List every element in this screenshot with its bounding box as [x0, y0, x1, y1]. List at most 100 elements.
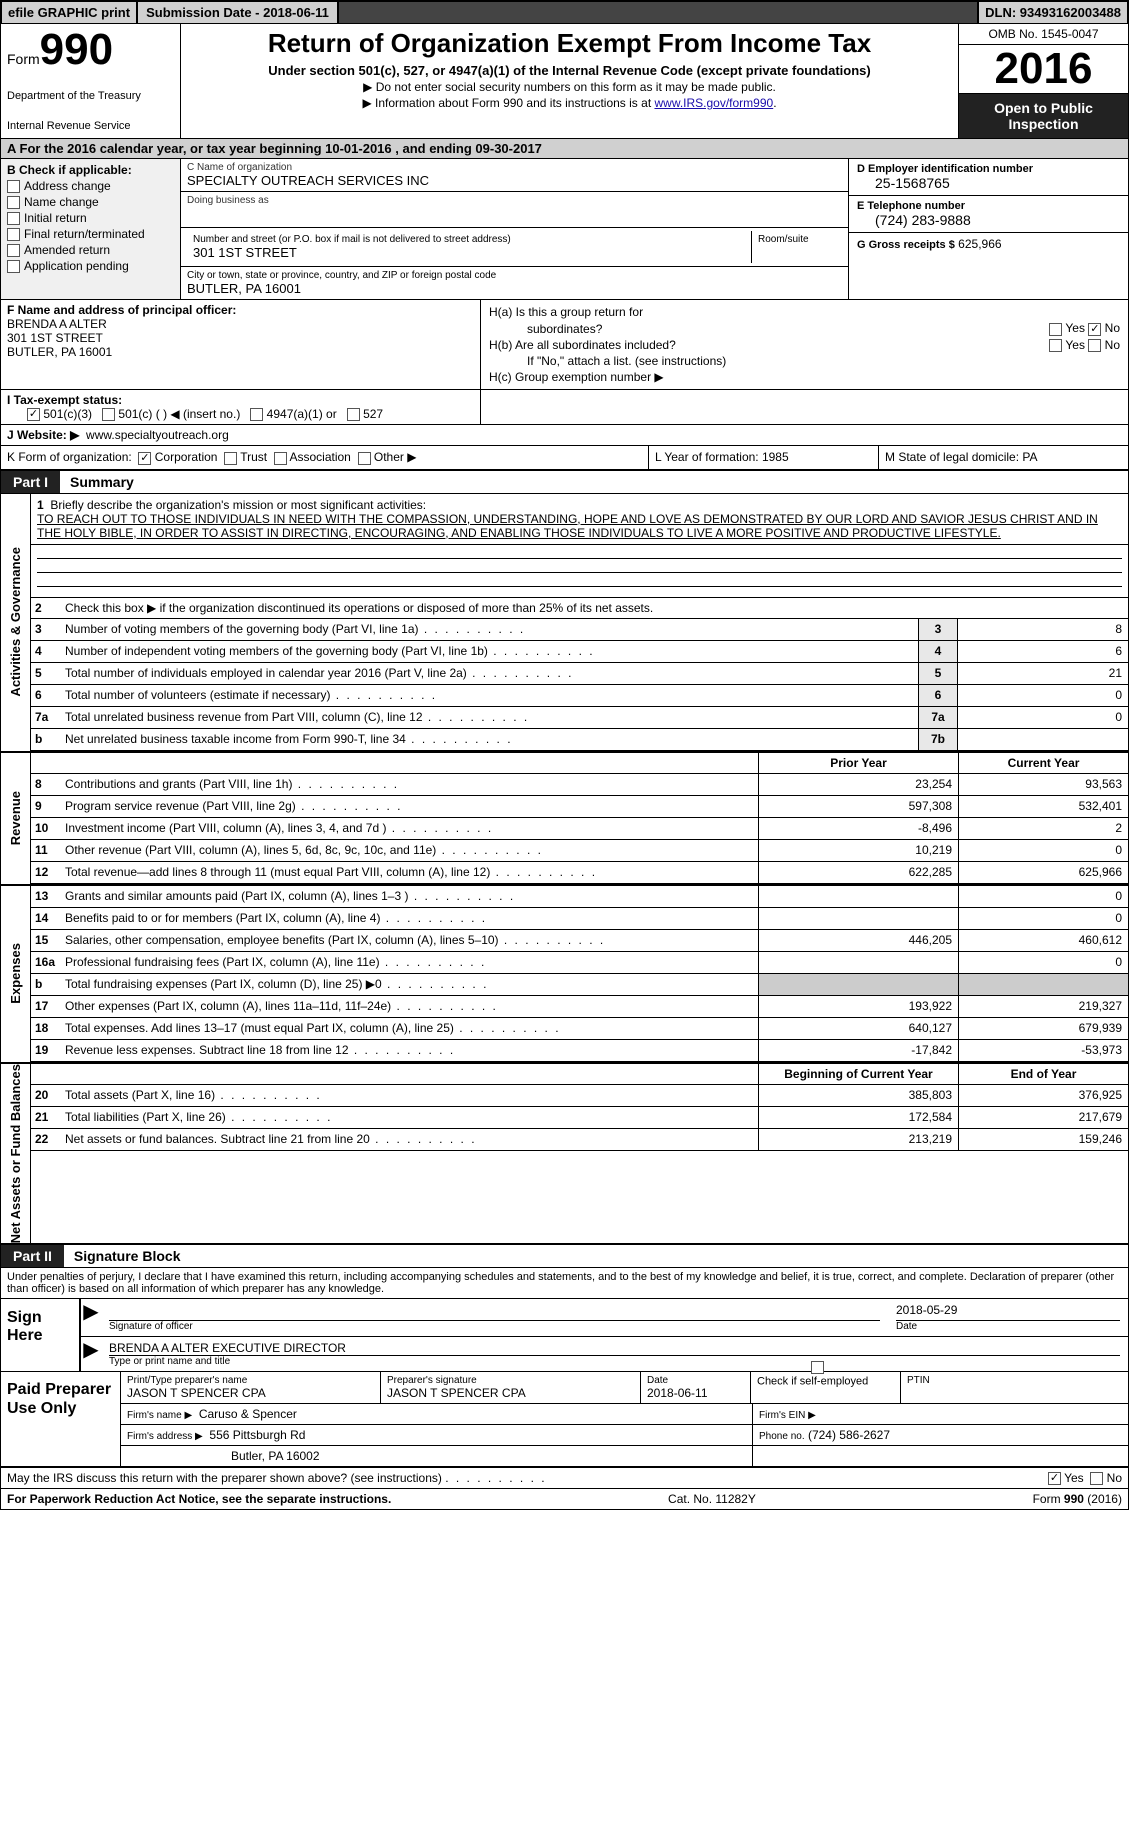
group-return: H(a) Is this a group return for subordin… — [481, 300, 1128, 389]
room-label: Room/suite — [758, 234, 836, 245]
discuss-row: May the IRS discuss this return with the… — [1, 1468, 1128, 1489]
data-row-16a: 16a Professional fundraising fees (Part … — [31, 952, 1128, 974]
org-name-label: C Name of organization — [187, 162, 842, 173]
ha-yes[interactable] — [1049, 323, 1062, 336]
check-pending[interactable] — [7, 260, 20, 273]
sign-here-block: Sign Here ▶ Signature of officer 2018-05… — [1, 1299, 1128, 1372]
paid-preparer-block: Paid Preparer Use Only Print/Type prepar… — [1, 1372, 1128, 1468]
mission-text: TO REACH OUT TO THOSE INDIVIDUALS IN NEE… — [37, 512, 1098, 540]
city-label: City or town, state or province, country… — [187, 270, 842, 281]
principal-officer: F Name and address of principal officer:… — [1, 300, 481, 389]
gov-row-4: 4 Number of independent voting members o… — [31, 641, 1128, 663]
hb-no[interactable] — [1088, 339, 1101, 352]
org-name: SPECIALTY OUTREACH SERVICES INC — [187, 173, 842, 188]
officer-name: BRENDA A ALTER — [7, 317, 474, 331]
tax-year: 2016 — [959, 45, 1128, 94]
gov-row-7a: 7a Total unrelated business revenue from… — [31, 707, 1128, 729]
ha-no[interactable] — [1088, 323, 1101, 336]
firm-name: Caruso & Spencer — [199, 1407, 297, 1421]
row-j: J Website: ▶ www.specialtyoutreach.org — [1, 425, 1128, 446]
gov-row-6: 6 Total number of volunteers (estimate i… — [31, 685, 1128, 707]
data-row-18: 18 Total expenses. Add lines 13–17 (must… — [31, 1018, 1128, 1040]
form-number-block: Form990 Department of the Treasury Inter… — [1, 24, 181, 138]
preparer-sig: JASON T SPENCER CPA — [387, 1386, 634, 1400]
preparer-date: 2018-06-11 — [647, 1386, 744, 1400]
omb-number: OMB No. 1545-0047 — [959, 24, 1128, 45]
title-mid: Return of Organization Exempt From Incom… — [181, 24, 958, 138]
mission-block: 1 Briefly describe the organization's mi… — [31, 494, 1128, 545]
governance-section: Activities & Governance 1 Briefly descri… — [1, 494, 1128, 753]
title-row: Form990 Department of the Treasury Inter… — [1, 24, 1128, 139]
irs-link[interactable]: www.IRS.gov/form990 — [654, 96, 773, 110]
net-label: Net Assets or Fund Balances — [1, 1064, 31, 1243]
chk-trust[interactable] — [224, 452, 237, 465]
chk-corp[interactable] — [138, 452, 151, 465]
chk-501c3[interactable] — [27, 408, 40, 421]
submission-date: Submission Date - 2018-06-11 — [137, 1, 338, 24]
cat-number: Cat. No. 11282Y — [668, 1492, 756, 1506]
gov-label: Activities & Governance — [1, 494, 31, 751]
check-address[interactable] — [7, 180, 20, 193]
data-row-10: 10 Investment income (Part VIII, column … — [31, 818, 1128, 840]
irs-label: Internal Revenue Service — [7, 120, 174, 132]
rev-label: Revenue — [1, 753, 31, 884]
gov-row-5: 5 Total number of individuals employed i… — [31, 663, 1128, 685]
data-row-21: 21 Total liabilities (Part X, line 26) 1… — [31, 1107, 1128, 1129]
form-990: 990 — [40, 25, 113, 74]
col-b-header: B Check if applicable: — [7, 163, 174, 177]
addr-label: Number and street (or P.O. box if mail i… — [193, 234, 745, 245]
data-row-12: 12 Total revenue—add lines 8 through 11 … — [31, 862, 1128, 884]
chk-4947[interactable] — [250, 408, 263, 421]
chk-527[interactable] — [347, 408, 360, 421]
gross-label: G Gross receipts $ — [857, 239, 955, 251]
ein-value: 25-1568765 — [857, 175, 1120, 191]
data-row-9: 9 Program service revenue (Part VIII, li… — [31, 796, 1128, 818]
data-row-8: 8 Contributions and grants (Part VIII, l… — [31, 774, 1128, 796]
dln-label: DLN: 93493162003488 — [978, 1, 1128, 24]
part2-header: Part II Signature Block — [1, 1245, 1128, 1268]
chk-501c[interactable] — [102, 408, 115, 421]
check-name[interactable] — [7, 196, 20, 209]
note-ssn: ▶ Do not enter social security numbers o… — [191, 80, 948, 94]
check-initial[interactable] — [7, 212, 20, 225]
chk-assoc[interactable] — [274, 452, 287, 465]
row-i: I Tax-exempt status: 501(c)(3) 501(c) ( … — [1, 390, 1128, 425]
data-row-17: 17 Other expenses (Part IX, column (A), … — [31, 996, 1128, 1018]
note-info: ▶ Information about Form 990 and its ins… — [191, 96, 948, 110]
footer-row: For Paperwork Reduction Act Notice, see … — [1, 1489, 1128, 1509]
efile-label: efile GRAPHIC print — [1, 1, 137, 24]
dept-treasury: Department of the Treasury — [7, 90, 174, 102]
col-c-org: C Name of organization SPECIALTY OUTREAC… — [181, 159, 848, 299]
row-a-taxyear: A For the 2016 calendar year, or tax yea… — [1, 139, 1128, 159]
officer-addr2: BUTLER, PA 16001 — [7, 345, 474, 359]
chk-selfemployed[interactable] — [811, 1361, 824, 1374]
check-final[interactable] — [7, 228, 20, 241]
form-label: Form — [7, 51, 40, 67]
top-bar: efile GRAPHIC print Submission Date - 20… — [1, 1, 1128, 24]
firm-addr1: 556 Pittsburgh Rd — [209, 1428, 305, 1442]
data-row-11: 11 Other revenue (Part VIII, column (A),… — [31, 840, 1128, 862]
check-amended[interactable] — [7, 244, 20, 257]
col-b-checkboxes: B Check if applicable: Address change Na… — [1, 159, 181, 299]
row-klm: K Form of organization: Corporation Trus… — [1, 446, 1128, 470]
city-state-zip: BUTLER, PA 16001 — [187, 281, 842, 296]
data-row-20: 20 Total assets (Part X, line 16) 385,80… — [31, 1085, 1128, 1107]
chk-other[interactable] — [358, 452, 371, 465]
data-row-15: 15 Salaries, other compensation, employe… — [31, 930, 1128, 952]
top-spacer — [338, 1, 978, 24]
street-address: 301 1ST STREET — [193, 245, 745, 260]
part1-header: Part I Summary — [1, 471, 1128, 494]
hb-yes[interactable] — [1049, 339, 1062, 352]
discuss-yes[interactable] — [1048, 1472, 1061, 1485]
row-f-h: F Name and address of principal officer:… — [1, 300, 1128, 390]
declaration-text: Under penalties of perjury, I declare th… — [1, 1268, 1128, 1299]
data-row-14: 14 Benefits paid to or for members (Part… — [31, 908, 1128, 930]
signature-date: 2018-05-29 — [896, 1303, 1120, 1321]
telephone-label: E Telephone number — [857, 200, 1120, 212]
netassets-section: Net Assets or Fund Balances Beginning of… — [1, 1064, 1128, 1245]
form-subtitle: Under section 501(c), 527, or 4947(a)(1)… — [191, 63, 948, 78]
discuss-no[interactable] — [1090, 1472, 1103, 1485]
bcd-grid: B Check if applicable: Address change Na… — [1, 159, 1128, 300]
form-version: Form 990 (2016) — [1033, 1492, 1122, 1506]
state-domicile: M State of legal domicile: PA — [878, 446, 1128, 468]
